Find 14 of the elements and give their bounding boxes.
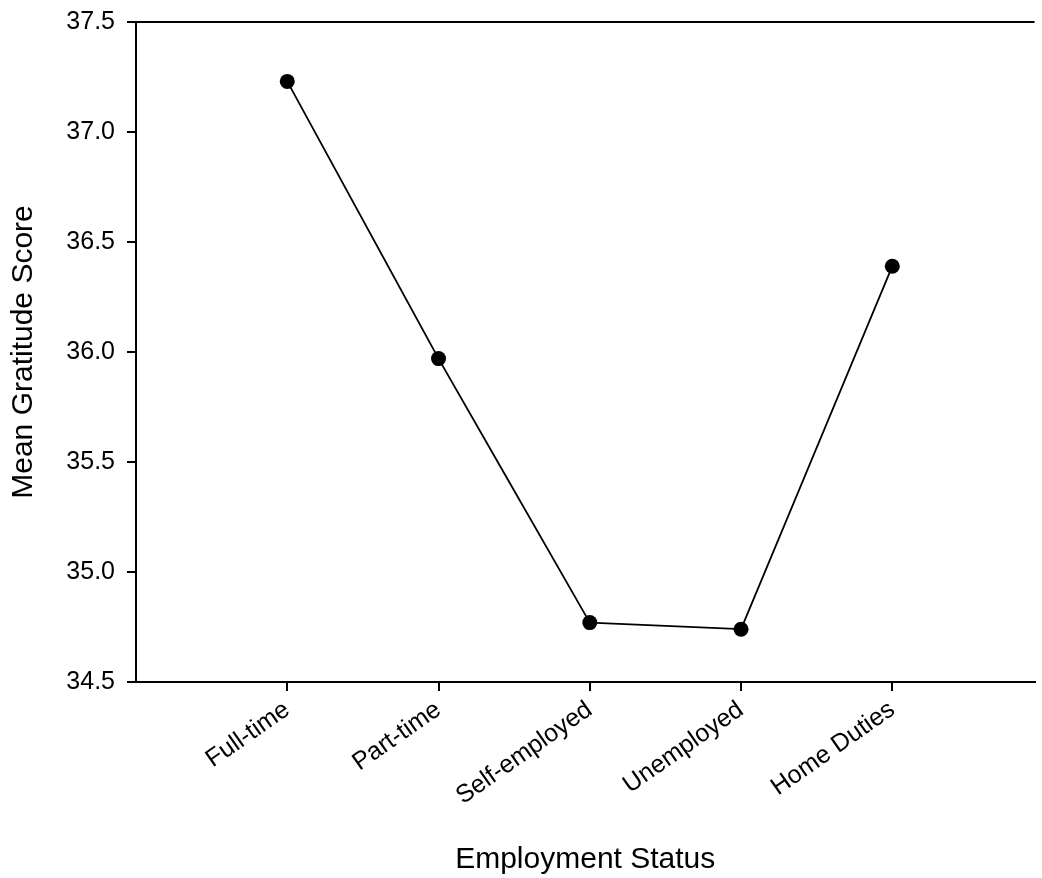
y-tick-label: 35.0 — [66, 555, 115, 584]
y-tick-label: 36.0 — [66, 335, 115, 364]
point — [431, 351, 447, 367]
point — [733, 621, 749, 637]
x-axis-title: Employment Status — [455, 841, 716, 875]
y-tick-label: 37.5 — [66, 5, 115, 34]
y-tick-label: 36.5 — [66, 225, 115, 254]
y-tick-label: 37.0 — [66, 115, 115, 144]
y-tick-label: 35.5 — [66, 445, 115, 474]
y-axis-title: Mean Gratitude Score — [5, 205, 39, 499]
point — [884, 258, 900, 274]
point — [279, 73, 295, 89]
y-tick-label: 34.5 — [66, 665, 115, 694]
point — [582, 615, 598, 631]
